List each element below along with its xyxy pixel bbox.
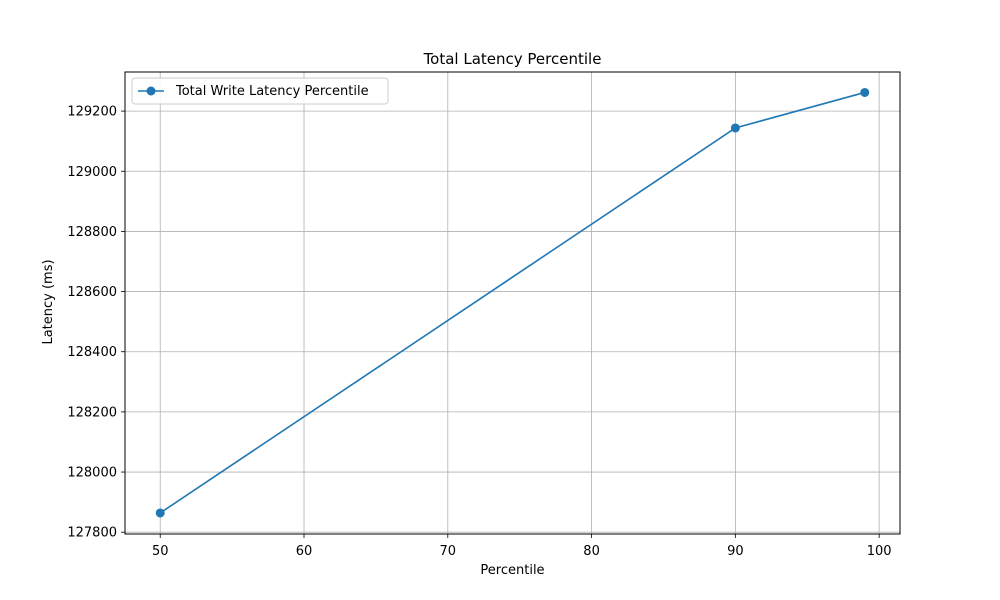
y-tick-label: 129000 <box>67 165 117 180</box>
y-tick-label: 128600 <box>67 285 117 300</box>
grid-lines <box>125 72 900 534</box>
y-tick-label: 128800 <box>67 225 117 240</box>
x-tick-label: 100 <box>867 544 892 559</box>
x-axis-title: Percentile <box>480 563 544 578</box>
axis-ticks: 50 60 70 80 90 100 127800 128000 128200 128400 128… <box>67 105 891 559</box>
data-point-marker <box>155 508 165 518</box>
y-tick-label: 128200 <box>67 405 117 420</box>
data-point-marker <box>860 87 870 97</box>
y-tick-label: 129200 <box>67 105 117 120</box>
x-tick-label: 50 <box>152 544 169 559</box>
legend-marker-swatch <box>146 86 156 96</box>
y-tick-label: 128400 <box>67 345 117 360</box>
x-tick-label: 70 <box>440 544 457 559</box>
y-tick-label: 128000 <box>67 466 117 481</box>
plot-frame <box>124 71 901 535</box>
data-point-marker <box>730 123 740 133</box>
y-tick-label: 127800 <box>67 526 117 541</box>
x-tick-label: 90 <box>727 544 744 559</box>
x-tick-label: 60 <box>296 544 313 559</box>
legend-label: Total Write Latency Percentile <box>175 84 369 99</box>
legend-box <box>131 77 389 105</box>
y-axis-title: Latency (ms) <box>41 259 56 344</box>
series-layer <box>155 87 870 518</box>
chart-title: Total Latency Percentile <box>423 50 602 68</box>
legend: Total Write Latency Percentile <box>131 77 389 105</box>
x-tick-label: 80 <box>583 544 600 559</box>
